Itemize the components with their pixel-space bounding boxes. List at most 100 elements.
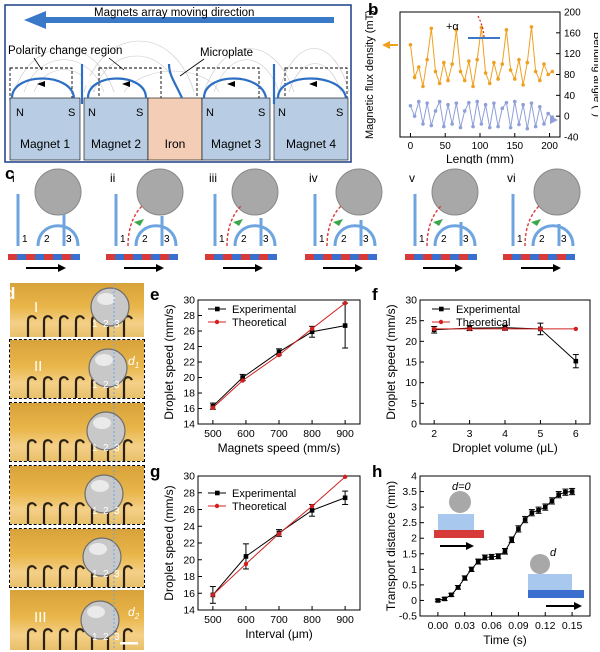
h-ylabel: Transport distance (mm) — [384, 481, 398, 611]
panel-d-frame: 1 2 3 II d1 — [9, 339, 145, 399]
panel-d-microplate — [26, 376, 37, 398]
block-1-label: Magnet 1 — [20, 137, 70, 151]
g-point — [309, 508, 315, 513]
e-ytick-label: 26 — [183, 326, 195, 338]
g-xtick-label: 600 — [237, 614, 255, 626]
panel-c-magnet-strip — [314, 254, 323, 260]
g-xtick-label: 800 — [303, 614, 321, 626]
b-point — [467, 59, 471, 63]
panel-c-step-label: iii — [209, 171, 217, 185]
panel-d-microplate — [74, 315, 85, 337]
panel-c-plate-number: 3 — [66, 234, 72, 245]
panel-c-diagram: i 1 2 3 ii 1 2 3 iii 1 2 3 iv 1 2 3 v 1 2 3 vi 1 2 3 — [8, 168, 581, 272]
panel-c-plate-number: 3 — [463, 234, 469, 245]
b-point — [487, 81, 492, 86]
panel-d-plate-number: 3 — [114, 443, 120, 454]
b-y2tick-label: 160 — [564, 28, 581, 39]
panel-c-force-arrow — [433, 219, 443, 226]
block-2-s: S — [136, 107, 143, 119]
panel-c-magnet-strip — [62, 254, 71, 260]
panel-c-plate-number: 2 — [241, 234, 247, 245]
panel-c-magnet-strip — [468, 254, 477, 260]
panel-d-microplate — [26, 565, 37, 587]
g-xlabel: Interval (μm) — [245, 627, 313, 641]
panel-c-magnet-strip — [26, 254, 35, 260]
g-xtick-label: 700 — [270, 614, 288, 626]
b-y2tick-label: 0 — [564, 112, 570, 123]
f-ylabel: Droplet speed (mm/s) — [384, 304, 398, 419]
g-xtick-label: 500 — [204, 614, 222, 626]
h-point — [549, 498, 555, 504]
panel-d-droplet-highlight — [87, 606, 105, 618]
panel-c-magnet-strip — [305, 254, 314, 260]
h-ytick-label: -0.5 — [399, 611, 417, 623]
f-ytick-label: 5 — [411, 398, 417, 410]
f-point — [538, 326, 543, 332]
h-point — [509, 537, 515, 543]
panel-c-plate — [233, 224, 277, 247]
e-xtick-label: 600 — [237, 428, 255, 440]
panel-c-magnet-strip — [548, 254, 557, 260]
b-point — [450, 62, 454, 66]
f-xtick-label: 2 — [431, 428, 437, 440]
h-point — [502, 548, 508, 554]
b-point — [462, 109, 467, 113]
chart-e: 500 600 700 800 900 14 16 18 20 22 24 26 28 30 Magnets… — [162, 295, 361, 455]
e-xtick-label: 500 — [204, 428, 222, 440]
panel-d-plate-number: 1 — [92, 319, 98, 330]
panel-c-magnet-strip — [459, 254, 468, 260]
g-ytick-label: 20 — [183, 554, 195, 566]
b-point — [462, 78, 467, 83]
g-ytick-label: 22 — [183, 538, 195, 550]
panel-c-step-label: vi — [507, 171, 516, 185]
panel-c-droplet — [231, 168, 279, 216]
block-5-label: Magnet 4 — [286, 137, 336, 151]
e-ytick-label: 20 — [183, 372, 195, 384]
b-point — [483, 102, 488, 107]
e-ytick-label: 22 — [183, 357, 195, 369]
b-inset-bend — [477, 15, 485, 39]
e-ytick-label: 28 — [183, 310, 195, 322]
panel-c-magnet-strip — [205, 254, 214, 260]
g-xtick-label: 900 — [336, 614, 354, 626]
b-y2tick-label: 200 — [564, 8, 581, 19]
h-inset-arrowhead-2 — [574, 602, 582, 610]
chart-b: 0 50 100 150 200 -40 0 40 80 120 160 200 Length (mm)… — [364, 8, 598, 165]
b-point — [529, 101, 534, 105]
h-point — [522, 517, 528, 522]
h-point — [462, 575, 468, 581]
panel-d-plate-number: 2 — [103, 506, 109, 517]
f-series-line — [434, 327, 577, 362]
g-point — [342, 474, 348, 480]
panel-d-microplate — [42, 315, 53, 337]
panel-d-microplate — [58, 376, 69, 398]
e-legend-label: Experimental — [232, 304, 296, 316]
direction-text: Magnets array moving direction — [94, 7, 254, 19]
panel-d-microplate — [42, 502, 53, 524]
b-point — [487, 125, 492, 130]
b-point — [416, 99, 421, 104]
panel-d-droplet-highlight — [95, 354, 113, 366]
b-y2tick-label: 80 — [564, 70, 576, 81]
panel-d-microplate — [26, 439, 37, 461]
b-point — [454, 28, 459, 32]
panel-d-plate-number: 3 — [114, 569, 120, 580]
g-legend-marker — [215, 490, 220, 496]
panel-label-d: d — [5, 284, 16, 303]
panel-d-microplate — [58, 502, 69, 524]
panel-d-microplate — [26, 315, 37, 337]
panel-c-magnet-strip — [539, 254, 548, 260]
e-legend-marker — [214, 319, 220, 325]
panel-d-plate-number: 1 — [92, 632, 98, 643]
panel-c-motion-arrowhead — [455, 264, 463, 272]
h-ytick-label: 1 — [411, 564, 417, 576]
panel-d-roman: III — [34, 609, 47, 626]
panel-c-magnet-strip — [350, 254, 359, 260]
panel-c-droplet — [136, 168, 184, 216]
panel-c-magnet-strip — [368, 254, 377, 260]
panel-c-force-arrow — [134, 219, 144, 226]
panel-c-magnet-strip — [441, 254, 450, 260]
panel-c-plate-number: 1 — [517, 234, 523, 245]
h-inset-magnet-2 — [528, 590, 584, 598]
panel-c-plate-number: 2 — [341, 234, 347, 245]
